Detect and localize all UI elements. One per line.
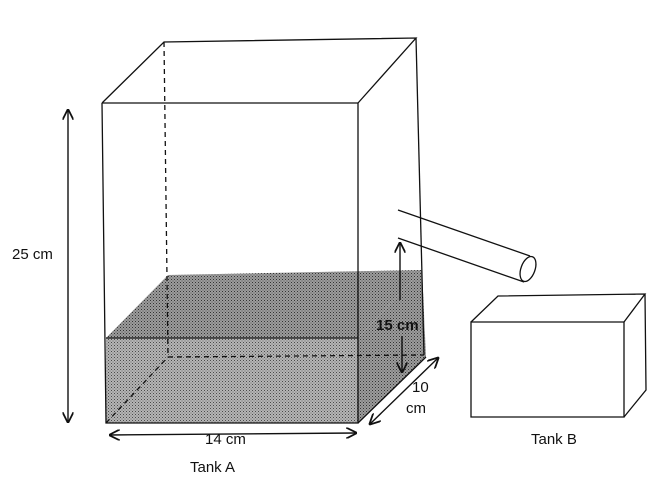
- tank-a-label: Tank A: [190, 459, 235, 476]
- tank-a-water: [106, 270, 426, 423]
- water-top-surface: [106, 270, 422, 338]
- hidden-back-left-edge: [163, 41, 169, 358]
- hidden-back-bottom-edge: [167, 354, 425, 358]
- width-label: 14 cm: [205, 431, 246, 448]
- tank-a-box: [101, 37, 427, 424]
- height-label: 25 cm: [12, 246, 53, 263]
- water-front-face: [106, 338, 358, 423]
- hidden-bottom-left-edge: [105, 356, 169, 424]
- outlet-pipe: [397, 209, 537, 283]
- width-arrow: [110, 433, 356, 435]
- tank-b-label: Tank B: [531, 431, 577, 448]
- depth-label-line1: 10: [412, 379, 429, 396]
- depth-label-line2: cm: [406, 400, 426, 417]
- tank-b-box: [470, 293, 647, 418]
- water-height-label: 15 cm: [376, 317, 419, 334]
- depth-arrow: [370, 358, 438, 424]
